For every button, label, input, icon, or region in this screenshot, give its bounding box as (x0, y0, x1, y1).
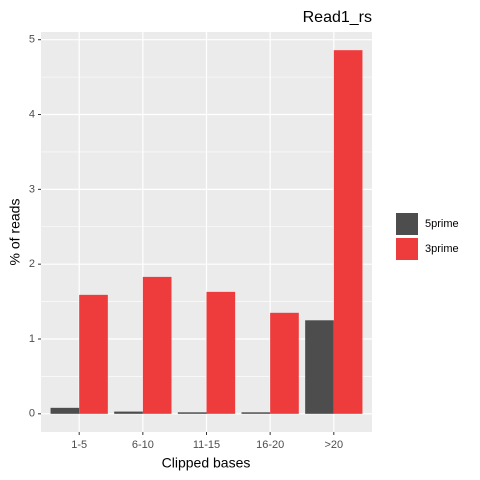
bar (114, 411, 143, 414)
y-tick-label: 1 (29, 333, 35, 345)
bar (142, 276, 172, 414)
x-tick-label: 16-20 (256, 439, 284, 451)
bar (50, 407, 80, 414)
grid (41, 32, 372, 432)
legend-label: 3prime (425, 243, 459, 255)
x-tick-label: 6-10 (132, 439, 154, 451)
bar (79, 294, 108, 414)
bar (305, 320, 334, 414)
y-tick-label: 3 (29, 183, 35, 195)
y-tick-label: 5 (29, 34, 35, 46)
x-tick-label: 11-15 (193, 439, 220, 451)
legend-label: 5prime (425, 218, 459, 230)
y-tick-label: 0 (29, 408, 35, 420)
bar (270, 312, 299, 414)
chart-title: Read1_rs (303, 9, 372, 26)
x-axis-title: Clipped bases (162, 455, 251, 471)
bar (333, 50, 363, 414)
bar (177, 412, 207, 414)
legend-key (396, 213, 418, 235)
bar (206, 291, 236, 414)
x-tick-label: 1-5 (71, 439, 87, 451)
x-tick-label: >20 (324, 439, 343, 451)
y-tick-label: 2 (29, 258, 35, 270)
y-axis-title: % of reads (7, 199, 23, 266)
y-tick-label: 4 (29, 108, 35, 120)
bar (241, 412, 271, 414)
legend-key (396, 238, 418, 260)
marks (50, 50, 363, 414)
